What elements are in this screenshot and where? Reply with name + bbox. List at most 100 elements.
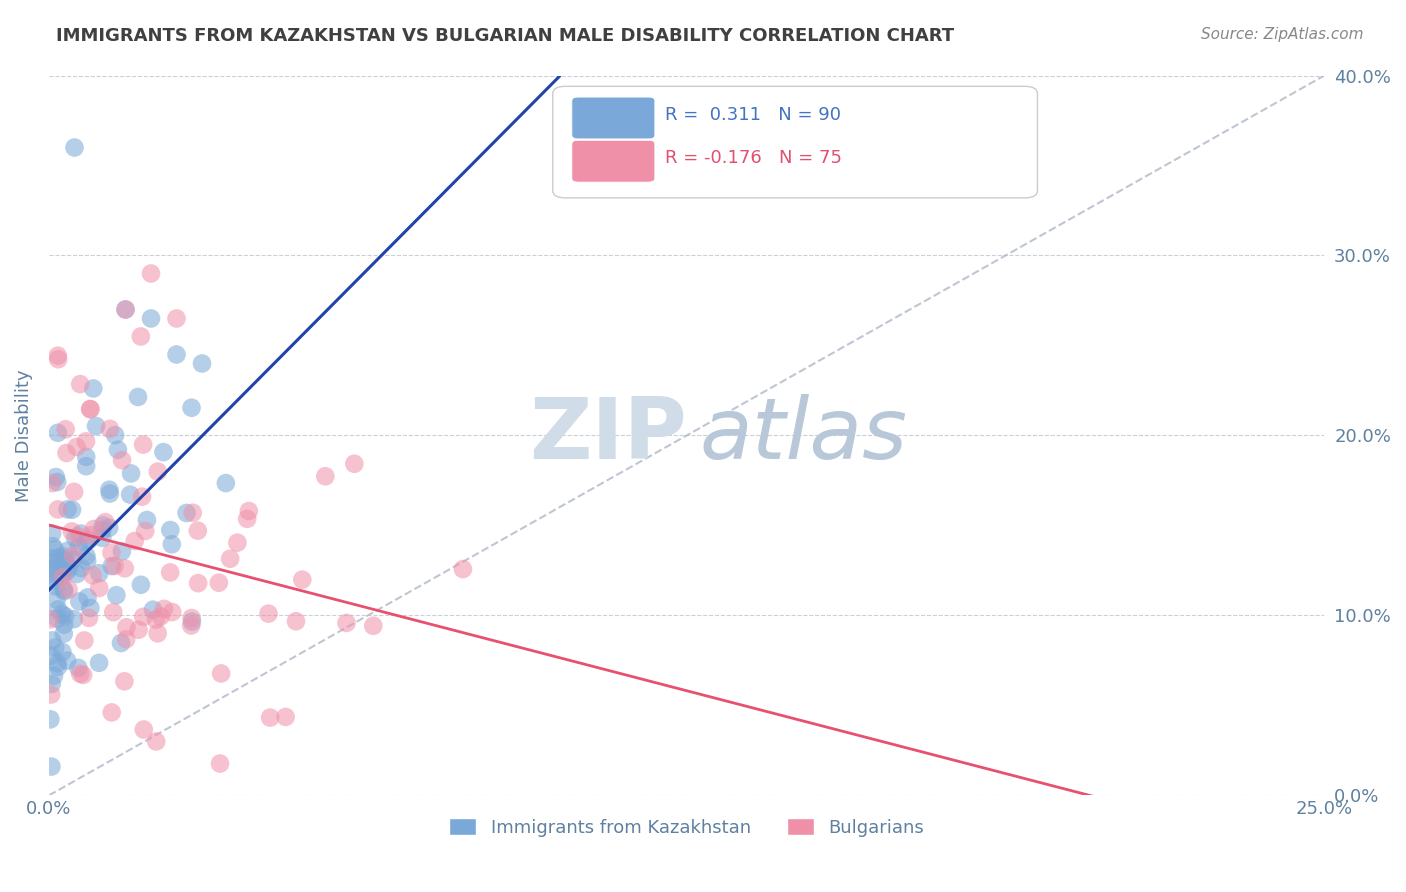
Point: [187, 576, 209, 591]
Point: [83, 522, 105, 536]
Point: [45, 580, 67, 594]
Point: [44, 542, 66, 557]
Point: [91, 524, 114, 538]
Point: [238, 504, 260, 518]
Point: [70, 526, 93, 541]
Point: [180, 618, 202, 632]
Point: [257, 607, 280, 621]
Point: [98, 483, 121, 497]
Point: [103, 605, 125, 619]
Point: [39, 648, 62, 663]
Point: [103, 558, 125, 573]
Point: [46, 602, 69, 616]
Point: [91, 531, 114, 545]
Point: [343, 457, 366, 471]
Point: [63, 140, 86, 154]
Point: [53, 555, 76, 569]
Y-axis label: Male Disability: Male Disability: [15, 369, 32, 502]
Point: [63, 484, 86, 499]
Point: [219, 551, 242, 566]
Point: [39, 612, 62, 626]
Point: [142, 603, 165, 617]
Point: [160, 605, 183, 619]
Point: [274, 710, 297, 724]
Point: [63, 612, 86, 626]
Point: [146, 626, 169, 640]
Point: [53, 584, 76, 599]
Point: [89, 581, 111, 595]
Point: [166, 347, 188, 361]
Point: [56, 543, 79, 558]
Point: [80, 528, 103, 542]
Point: [72, 668, 94, 682]
Point: [45, 592, 67, 607]
Point: [52, 549, 75, 564]
Point: [215, 476, 238, 491]
Text: atlas: atlas: [699, 394, 907, 477]
Point: [139, 267, 162, 281]
Point: [39, 712, 62, 726]
Point: [98, 521, 121, 535]
Point: [208, 575, 231, 590]
Point: [75, 535, 97, 549]
Point: [42, 551, 65, 566]
Point: [107, 442, 129, 457]
Point: [91, 518, 114, 533]
Point: [41, 476, 63, 491]
Point: [79, 601, 101, 615]
Point: [98, 486, 121, 500]
Point: [285, 614, 308, 628]
Point: [136, 513, 159, 527]
Point: [105, 588, 128, 602]
Text: Source: ZipAtlas.com: Source: ZipAtlas.com: [1201, 27, 1364, 42]
Point: [42, 539, 65, 553]
Point: [41, 633, 63, 648]
Point: [46, 352, 69, 367]
Point: [62, 549, 84, 563]
Point: [451, 562, 474, 576]
Text: IMMIGRANTS FROM KAZAKHSTAN VS BULGARIAN MALE DISABILITY CORRELATION CHART: IMMIGRANTS FROM KAZAKHSTAN VS BULGARIAN …: [56, 27, 955, 45]
Point: [69, 377, 91, 392]
Point: [128, 623, 150, 637]
Point: [129, 329, 152, 343]
Point: [44, 560, 66, 574]
Point: [129, 578, 152, 592]
Point: [41, 526, 63, 541]
Point: [77, 611, 100, 625]
Point: [111, 453, 134, 467]
Point: [115, 620, 138, 634]
Point: [38, 575, 60, 590]
Point: [114, 561, 136, 575]
Point: [115, 632, 138, 647]
Point: [75, 450, 97, 464]
FancyBboxPatch shape: [553, 87, 1038, 198]
Point: [120, 467, 142, 481]
Point: [159, 523, 181, 537]
Point: [79, 402, 101, 417]
Point: [120, 488, 142, 502]
Point: [69, 666, 91, 681]
Point: [159, 566, 181, 580]
Point: [145, 734, 167, 748]
Point: [131, 490, 153, 504]
Point: [60, 502, 83, 516]
Point: [67, 540, 90, 554]
Point: [127, 390, 149, 404]
Point: [41, 759, 63, 773]
Point: [335, 615, 357, 630]
Point: [132, 609, 155, 624]
Point: [146, 465, 169, 479]
Point: [94, 515, 117, 529]
Point: [82, 382, 104, 396]
Point: [363, 619, 385, 633]
Point: [145, 613, 167, 627]
Point: [191, 356, 214, 370]
Point: [89, 566, 111, 581]
Point: [45, 470, 67, 484]
Point: [100, 559, 122, 574]
Point: [55, 422, 77, 436]
Point: [63, 531, 86, 545]
Point: [100, 546, 122, 560]
Point: [51, 645, 73, 659]
Point: [132, 723, 155, 737]
